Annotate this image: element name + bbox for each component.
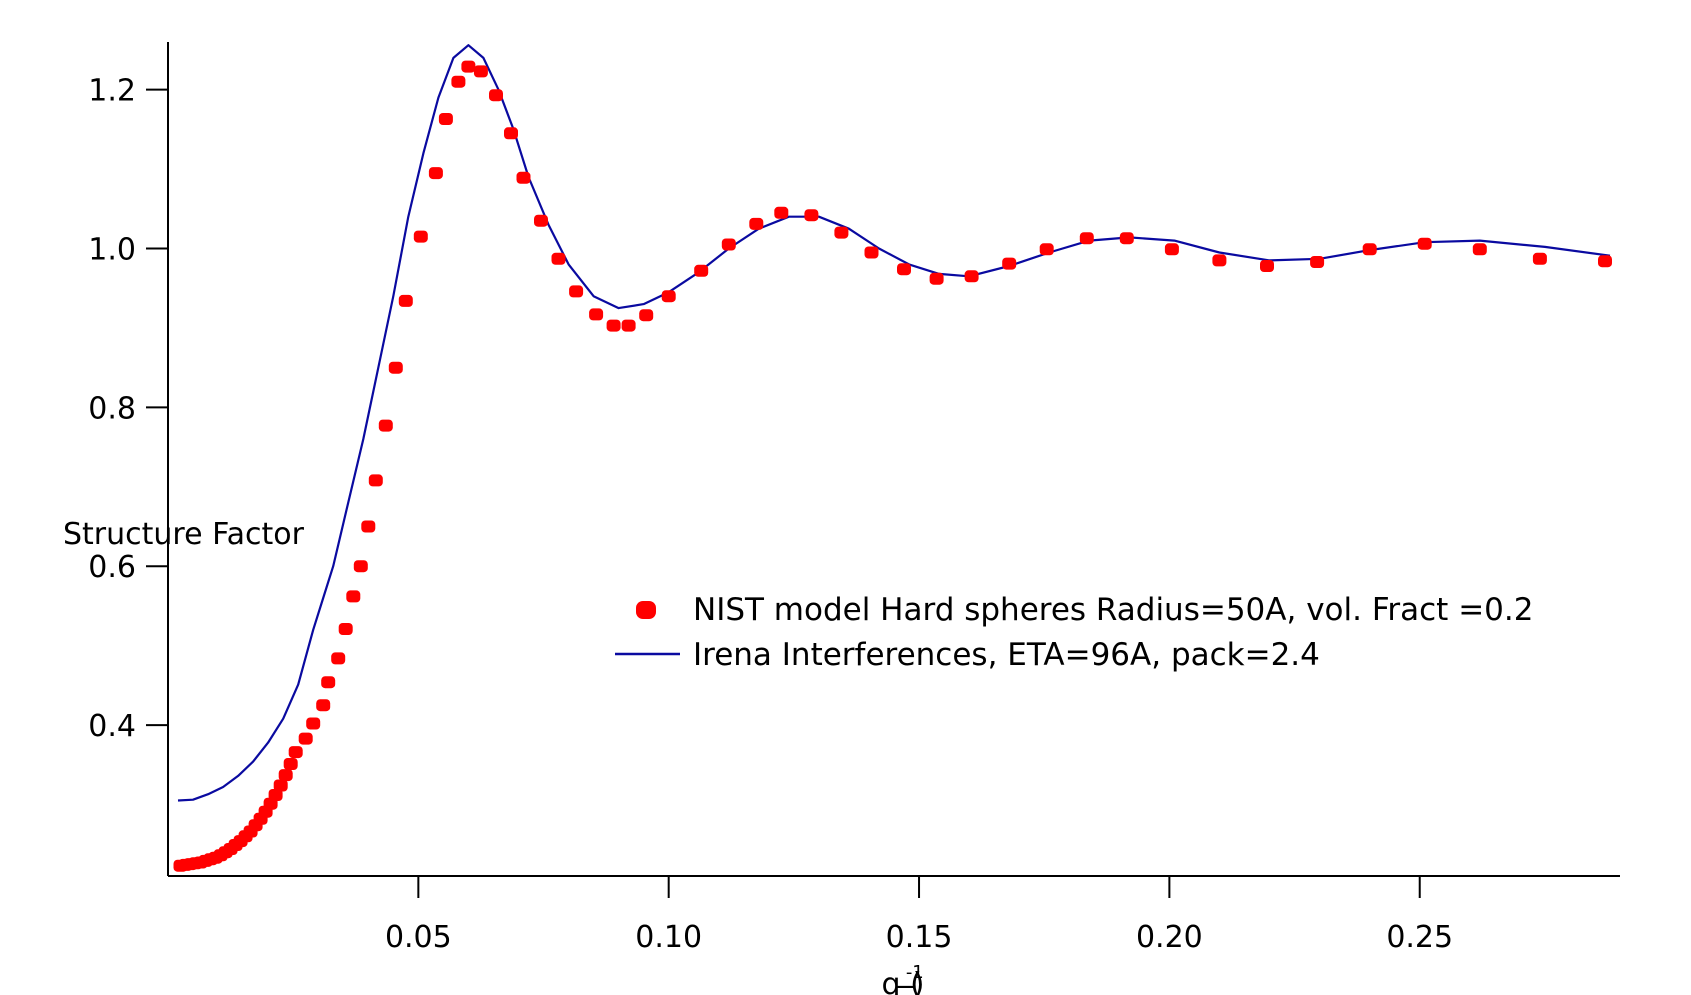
nist-data-point <box>639 309 654 322</box>
axes <box>167 42 1620 877</box>
nist-data-point <box>589 308 604 321</box>
nist-data-point <box>288 746 303 759</box>
nist-data-point <box>834 226 849 239</box>
x-tick-label: 0.05 <box>385 920 452 955</box>
legend: NIST model Hard spheres Radius=50A, vol.… <box>615 592 1533 673</box>
legend-marker-nist <box>636 601 656 619</box>
nist-data-point <box>353 560 368 573</box>
nist-data-point <box>1310 256 1325 268</box>
x-axis-label-sup: -1 <box>906 962 924 983</box>
nist-data-point <box>606 319 621 332</box>
nist-data-point <box>413 230 428 243</box>
y-tick-label: 0.6 <box>88 550 136 585</box>
nist-data-point <box>504 127 518 140</box>
nist-data-point <box>929 272 944 285</box>
nist-data-point <box>388 361 403 374</box>
y-tick-label: 1.2 <box>88 74 136 109</box>
nist-data-point <box>278 769 293 782</box>
nist-data-point <box>897 263 911 276</box>
nist-data-point <box>346 590 361 603</box>
nist-data-point <box>804 209 819 222</box>
y-tick-label: 0.8 <box>88 391 136 426</box>
nist-data-point <box>268 789 283 801</box>
nist-data-point <box>398 294 413 307</box>
nist-data-point <box>1532 252 1547 265</box>
nist-data-point <box>516 171 531 184</box>
nist-data-point <box>1472 243 1487 256</box>
nist-data-point <box>1598 255 1612 268</box>
nist-data-point <box>1212 254 1227 267</box>
nist-data-point <box>1362 243 1377 256</box>
nist-data-point <box>1164 243 1179 256</box>
y-tick-label: 0.4 <box>88 709 136 744</box>
legend-item-nist: NIST model Hard spheres Radius=50A, vol.… <box>636 592 1533 628</box>
ticks: 0.05 0.10 0.15 0.20 0.25 0.4 0.6 0.8 1.0 1.2 <box>88 74 1453 955</box>
nist-data-point <box>461 60 476 73</box>
nist-data-point <box>438 113 453 125</box>
nist-data-point <box>749 217 764 230</box>
nist-data-point <box>1260 260 1274 272</box>
nist-data-point <box>316 699 331 712</box>
x-axis-label-unit: _ <box>897 954 914 989</box>
nist-data-point <box>451 75 466 88</box>
nist-data-point <box>694 264 709 277</box>
nist-data-point <box>1039 243 1054 256</box>
legend-item-irena: Irena Interferences, ETA=96A, pack=2.4 <box>615 637 1320 673</box>
x-tick-label: 0.20 <box>1136 920 1203 955</box>
nist-data-point <box>378 419 393 432</box>
nist-data-point <box>273 779 288 792</box>
legend-label-nist: NIST model Hard spheres Radius=50A, vol.… <box>693 592 1533 628</box>
nist-data-point <box>489 89 503 102</box>
nist-data-point <box>428 167 443 180</box>
nist-data-point <box>1119 232 1134 245</box>
nist-data-point <box>964 270 979 283</box>
nist-data-point <box>721 238 736 251</box>
nist-data-point <box>331 652 346 665</box>
nist-data-point <box>661 290 676 303</box>
nist-data-point <box>1079 232 1094 245</box>
nist-data-point <box>368 474 383 487</box>
irena-series-line <box>177 44 1611 802</box>
nist-data-point <box>306 717 321 730</box>
nist-data-point <box>1002 257 1017 270</box>
y-tick-label: 1.0 <box>88 233 136 268</box>
nist-data-point <box>864 246 879 259</box>
nist-data-point <box>283 758 298 770</box>
series-line-group <box>177 44 1611 802</box>
nist-data-point <box>338 623 353 635</box>
nist-data-point <box>551 252 566 265</box>
x-tick-label: 0.10 <box>635 920 702 955</box>
nist-data-point <box>321 676 336 689</box>
legend-label-irena: Irena Interferences, ETA=96A, pack=2.4 <box>693 637 1320 673</box>
x-axis-label-text: q ( <box>882 967 922 995</box>
x-tick-label: 0.25 <box>1386 920 1453 955</box>
series-marker-group <box>173 60 1612 872</box>
nist-data-point <box>774 206 789 219</box>
nist-data-point <box>569 285 584 298</box>
nist-data-point <box>298 732 313 745</box>
x-axis-label-close: ) <box>913 967 925 995</box>
nist-data-point <box>473 65 488 78</box>
nist-data-point <box>1417 237 1432 250</box>
x-tick-label: 0.15 <box>886 920 953 955</box>
x-axis-label: q (-1_) <box>882 954 925 995</box>
nist-data-point <box>621 319 636 332</box>
nist-data-point <box>361 520 376 533</box>
y-axis-label: Structure Factor <box>63 517 305 552</box>
nist-data-point <box>534 214 548 227</box>
